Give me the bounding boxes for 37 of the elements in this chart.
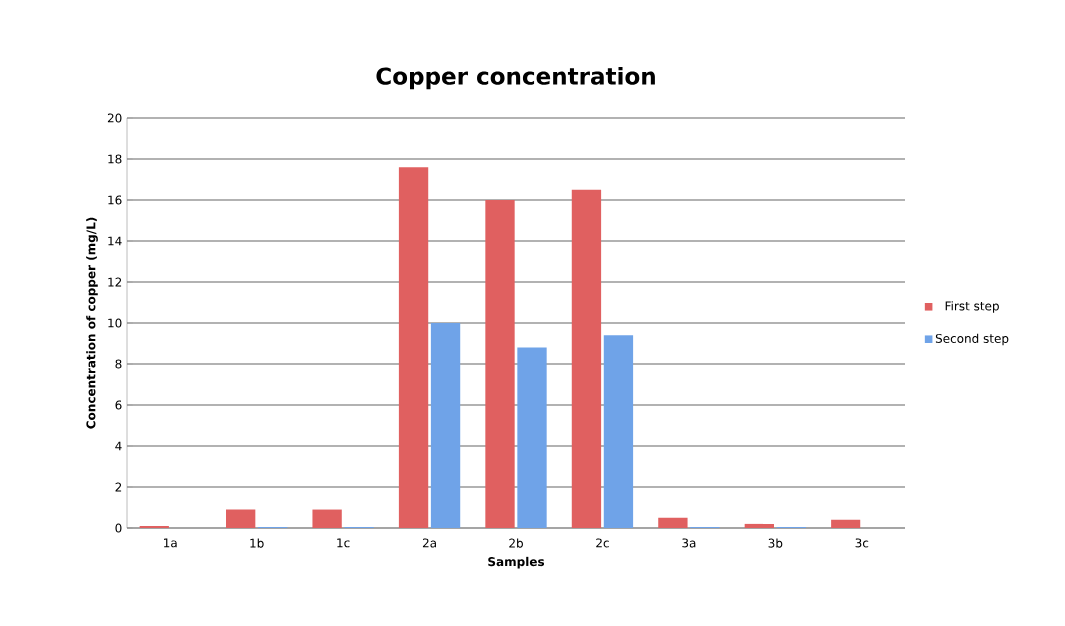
y-axis-title: Concentration of copper (mg/L)	[86, 217, 98, 429]
y-tick-label: 12	[108, 277, 122, 287]
y-tick-label: 2	[115, 482, 122, 492]
legend-label: Second step	[935, 333, 1009, 346]
x-tick-label: 3b	[768, 538, 783, 548]
y-tick-label: 8	[115, 359, 122, 369]
bar	[398, 167, 429, 528]
y-tick-label: 4	[115, 441, 122, 451]
y-tick-label: 16	[108, 195, 122, 205]
bar	[571, 189, 602, 528]
x-tick-label: 3a	[682, 538, 696, 548]
legend-label: First step	[945, 301, 999, 313]
bar	[831, 519, 861, 528]
bar	[139, 525, 169, 528]
bar	[744, 523, 774, 528]
chart-title: Copper concentration	[376, 66, 655, 90]
bar	[603, 335, 634, 528]
y-tick-label: 10	[108, 318, 122, 328]
x-tick-label: 2a	[422, 538, 436, 548]
x-tick-label: 2c	[596, 538, 609, 548]
x-tick-label: 3c	[855, 538, 869, 548]
bar	[485, 200, 515, 528]
y-tick-label: 0	[115, 523, 122, 533]
y-tick-label: 18	[108, 154, 122, 164]
x-axis-title: Samples	[488, 556, 545, 569]
y-tick-label: 14	[108, 236, 122, 246]
bar	[658, 517, 688, 528]
y-tick-label: 6	[115, 400, 122, 410]
x-tick-label: 2b	[509, 538, 523, 548]
bar	[226, 509, 256, 528]
bar	[517, 347, 547, 528]
bar	[312, 509, 342, 528]
y-tick-label: 20	[107, 113, 122, 123]
x-tick-label: 1c	[337, 538, 350, 548]
x-tick-label: 1a	[164, 538, 177, 548]
bar	[430, 323, 461, 528]
x-tick-label: 1b	[250, 538, 264, 548]
